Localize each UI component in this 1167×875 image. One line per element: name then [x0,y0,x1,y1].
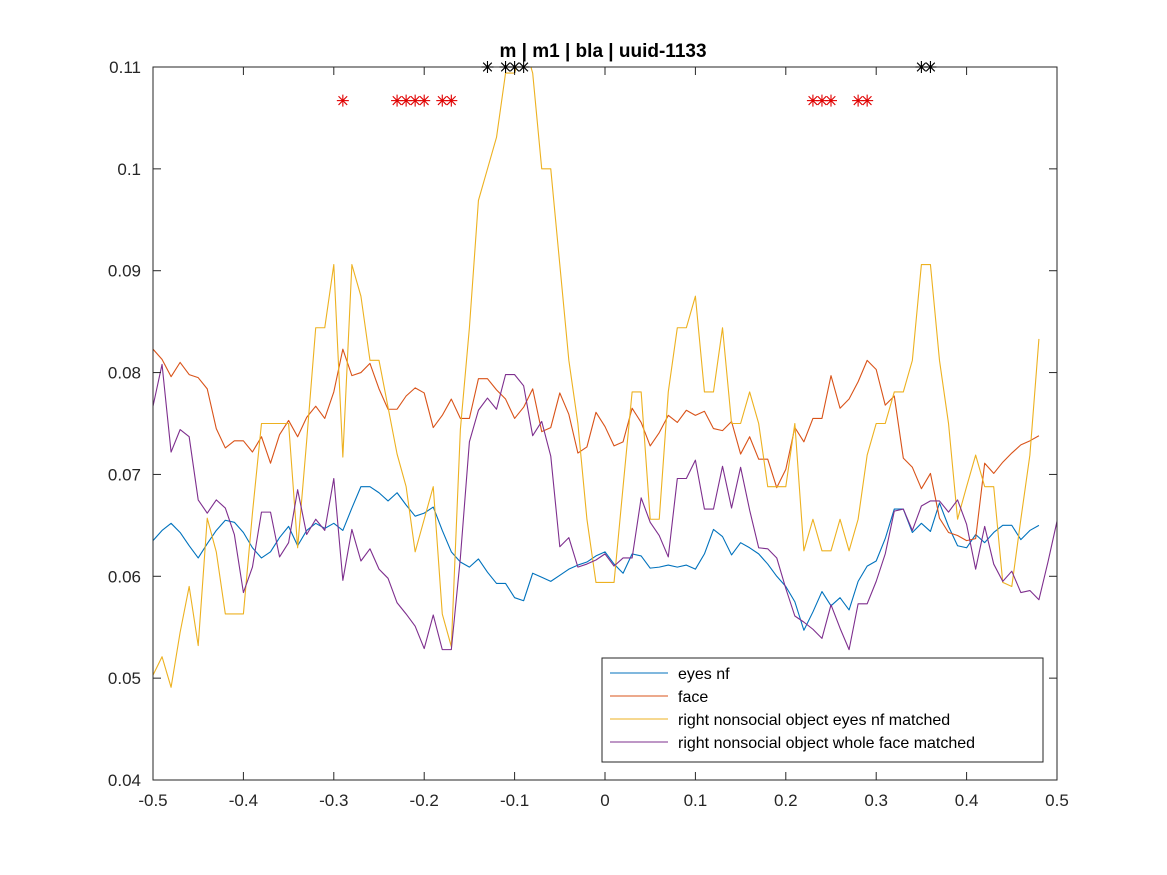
significance-star-marker [825,94,837,107]
significance-marker-layer [336,61,937,107]
significance-star-marker [915,61,928,73]
significance-star-marker [861,94,874,107]
x-tick-label: 0.2 [774,791,798,810]
significance-star-marker [517,61,530,73]
legend-label: right nonsocial object eyes nf matched [678,712,950,729]
y-tick-label: 0.08 [108,364,141,383]
x-tick-label: -0.5 [138,791,167,810]
significance-star-marker [445,94,458,107]
x-tick-label: -0.4 [229,791,258,810]
legend-label: eyes nf [678,666,730,683]
chart-title: m | m1 | bla | uuid-1133 [499,41,706,62]
significance-star-marker [924,61,937,73]
significance-star-marker [481,61,494,73]
x-tick-label: -0.1 [500,791,529,810]
x-tick-label: 0.4 [955,791,979,810]
significance-star-marker [508,61,521,73]
x-tick-label: 0.3 [864,791,888,810]
legend-label: right nonsocial object whole face matche… [678,735,975,752]
y-tick-label: 0.05 [108,669,141,688]
x-tick-label: -0.3 [319,791,348,810]
y-tick-label: 0.09 [108,262,141,281]
x-tick-label: -0.2 [410,791,439,810]
x-tick-label: 0 [600,791,609,810]
y-tick-label: 0.06 [108,567,141,586]
series-line-2 [153,348,1040,542]
series-line-1 [153,486,1040,631]
series-layer [153,67,1057,688]
y-tick-label: 0.11 [109,58,141,77]
x-tick-label: 0.5 [1045,791,1069,810]
significance-star-marker [336,94,349,107]
x-tick-label: 0.1 [684,791,708,810]
y-tick-label: 0.04 [108,771,141,790]
significance-star-marker [418,94,431,107]
y-tick-label: 0.1 [117,160,141,179]
y-tick-label: 0.07 [108,465,141,484]
axes-layer: -0.5 -0.4 -0.3 -0.2 -0.1 0 0.1 0.2 0.3 0.4 0.5 0.04… [108,58,1069,810]
significance-star-marker [499,61,512,73]
significance-star-marker [409,94,422,107]
series-line-4 [153,363,1057,651]
legend-box [601,657,1044,763]
legend-label: face [678,689,708,706]
legend: eyes nf face right nonsocial object eyes n… [601,657,1044,763]
series-line-3 [153,67,1040,688]
